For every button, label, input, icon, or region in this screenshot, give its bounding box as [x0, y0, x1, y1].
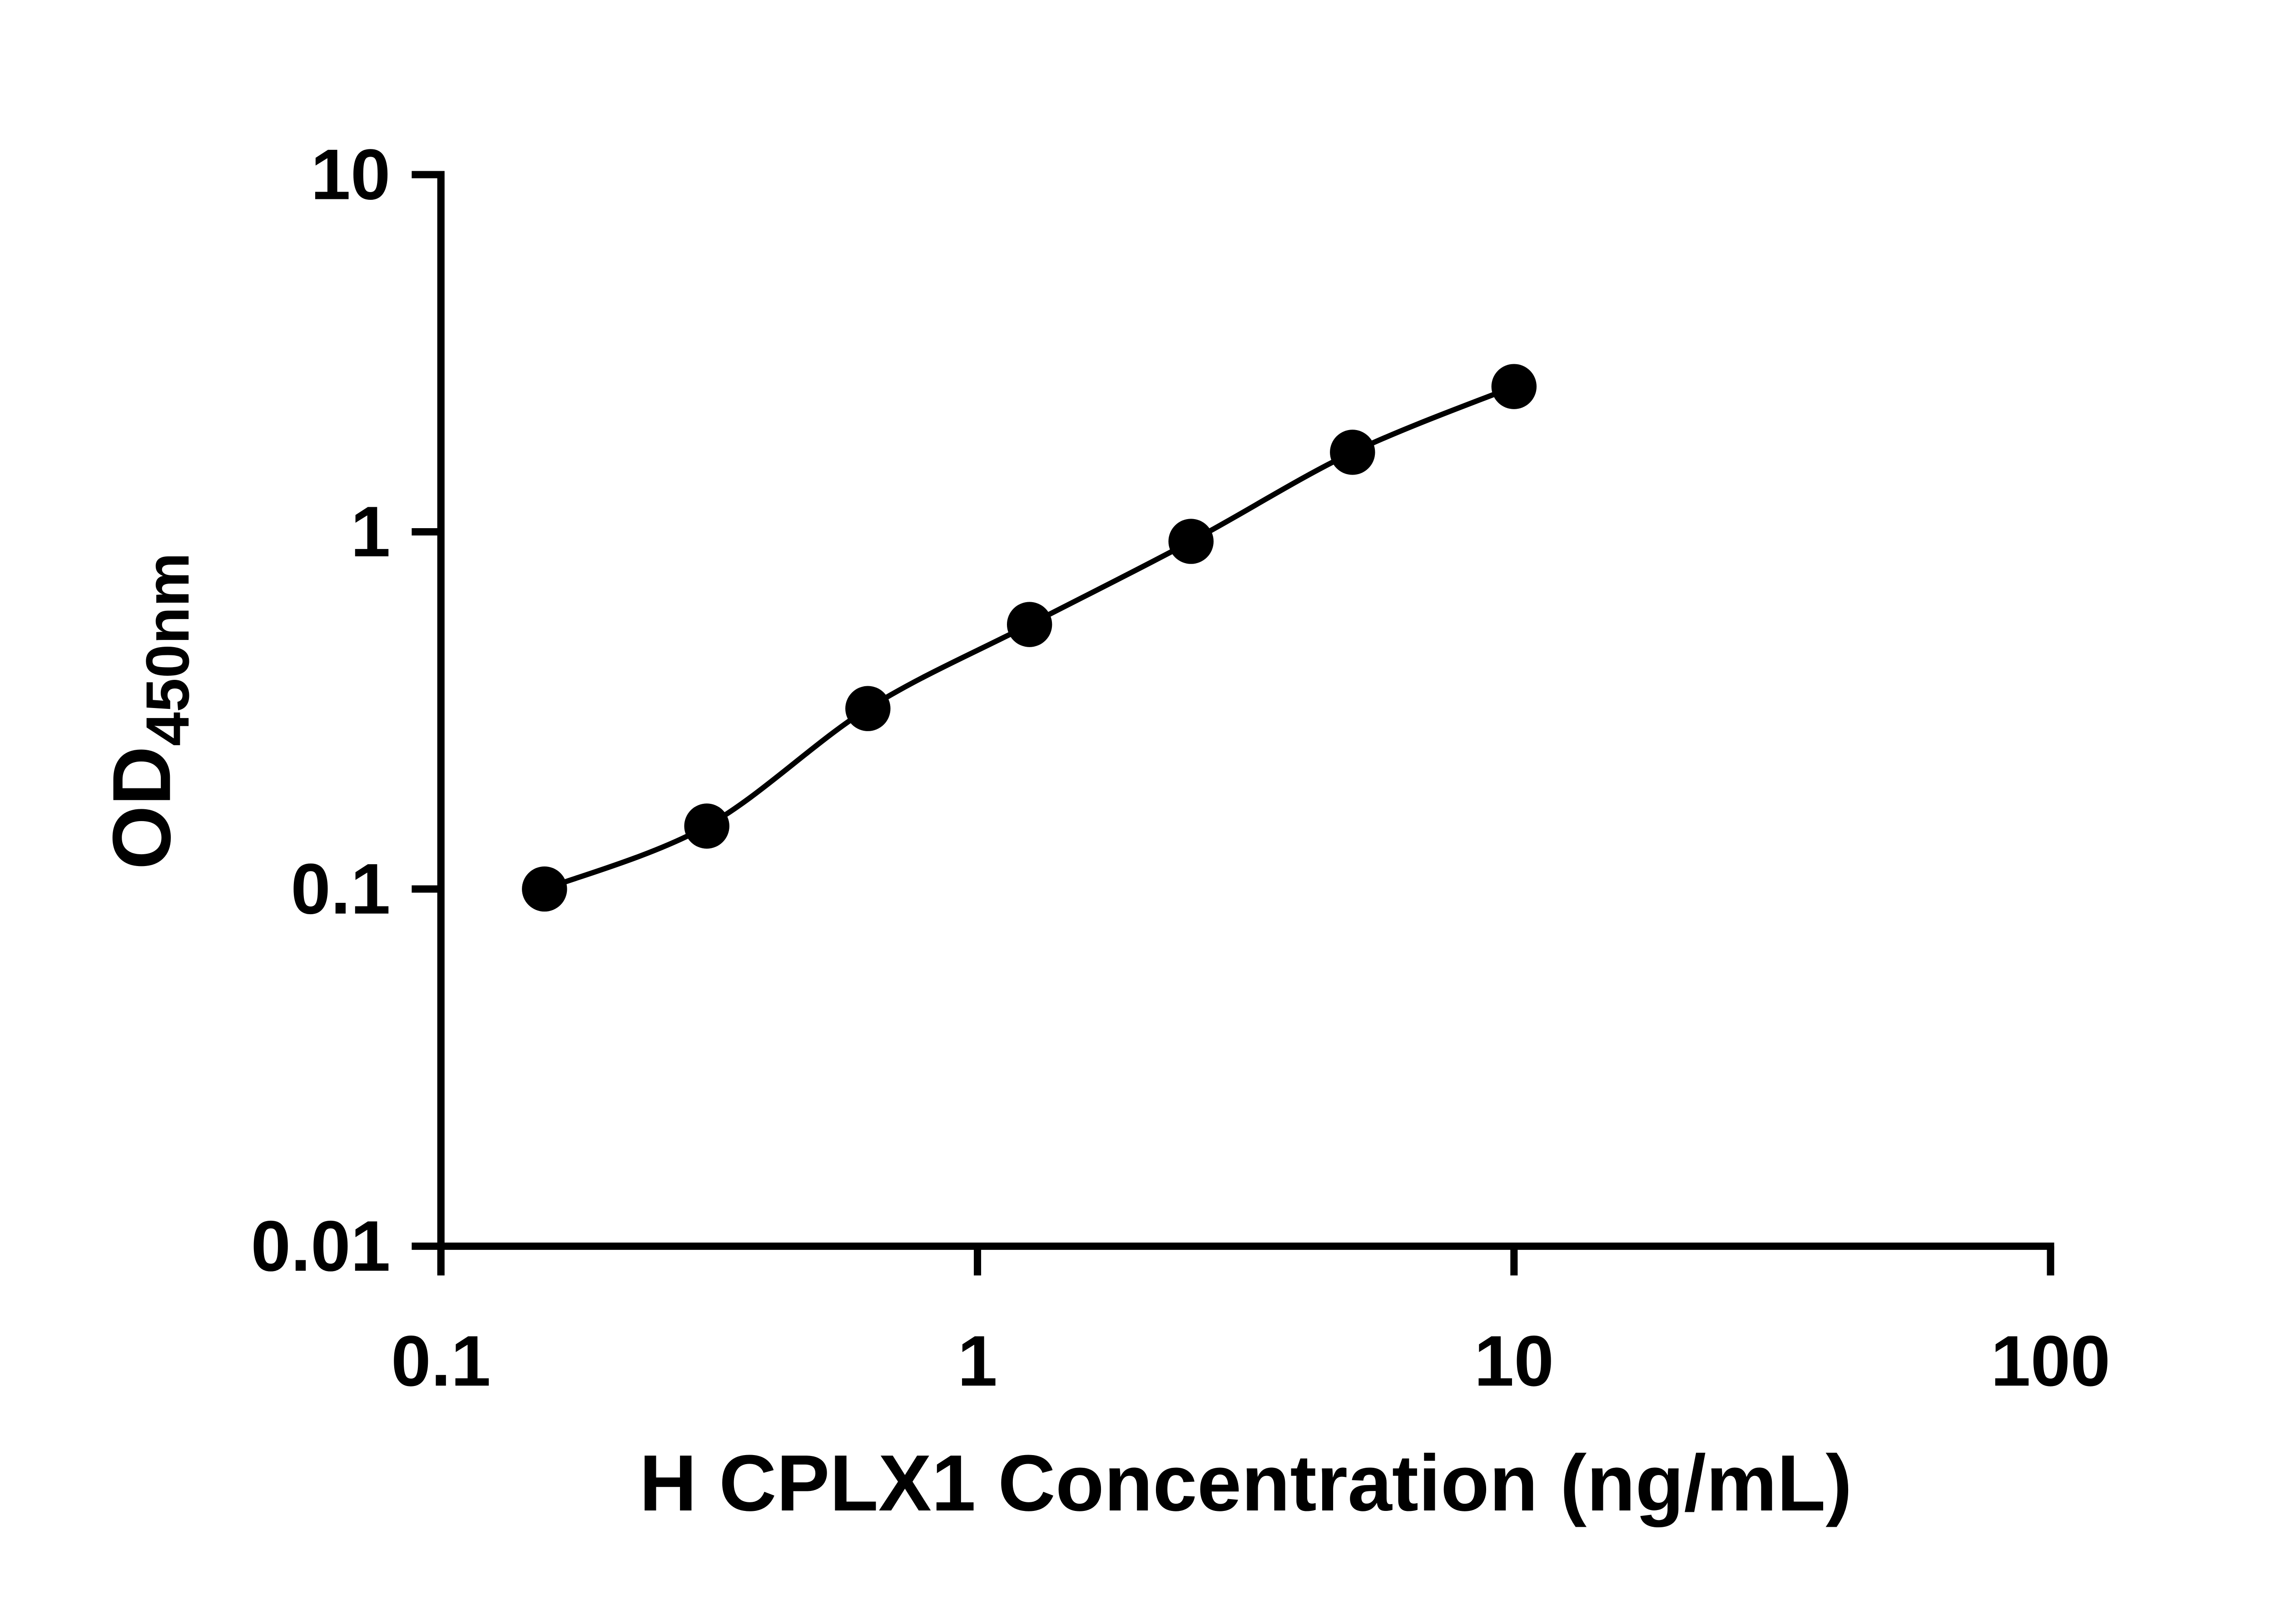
x-tick-label: 1 [957, 1321, 997, 1401]
x-tick-label: 0.1 [391, 1321, 491, 1401]
data-point-marker [1330, 430, 1375, 475]
y-tick-label: 0.1 [291, 849, 390, 929]
y-axis-title-sub: 450nm [133, 553, 202, 746]
data-point-marker [522, 866, 567, 912]
data-point-marker [1168, 519, 1214, 564]
y-axis-title: OD450nm [96, 553, 202, 870]
x-axis-title: H CPLX1 Concentration (ng/mL) [640, 1439, 1852, 1528]
x-tick-label: 10 [1474, 1321, 1554, 1401]
x-tick-label: 100 [1991, 1321, 2110, 1401]
data-point-marker [684, 803, 729, 849]
data-point-marker [845, 686, 891, 731]
y-axis-title-main: OD [96, 746, 188, 870]
y-tick-label: 1 [351, 492, 391, 572]
data-point-marker [1491, 364, 1537, 409]
data-point-marker [1007, 602, 1052, 647]
y-tick-label: 0.01 [251, 1206, 390, 1286]
y-tick-label: 10 [311, 134, 391, 214]
